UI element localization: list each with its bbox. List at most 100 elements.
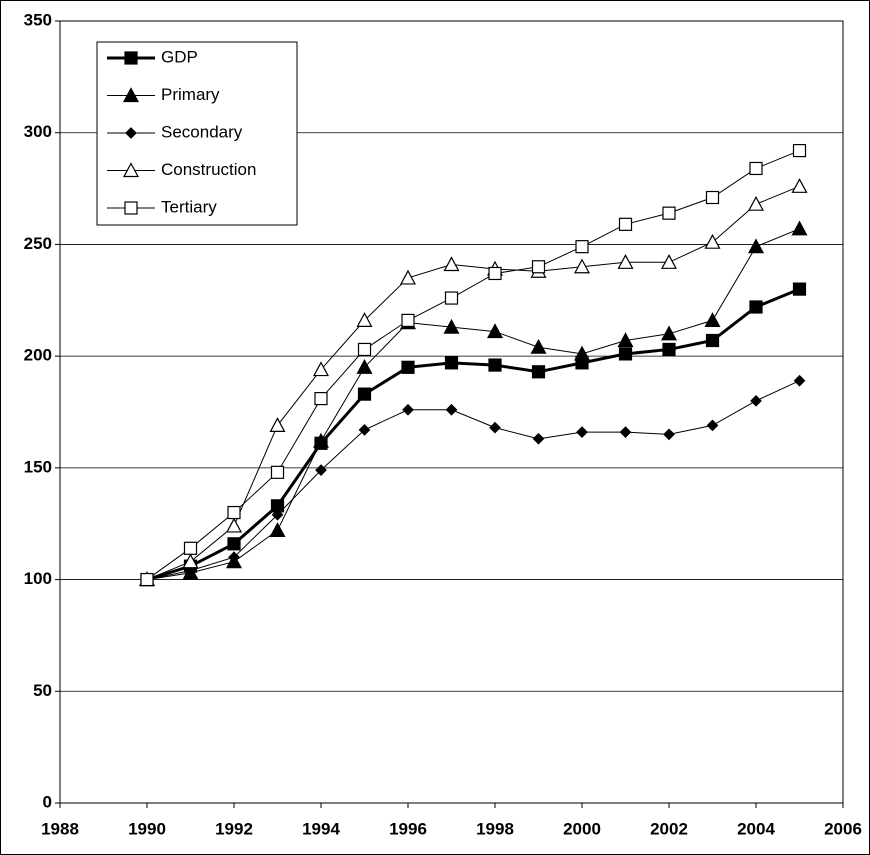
marker [401, 313, 415, 327]
marker [662, 342, 676, 357]
marker [660, 325, 678, 341]
marker [573, 258, 591, 274]
marker [228, 551, 240, 564]
y-tick-label: 0 [43, 792, 52, 811]
x-tick-label: 2000 [563, 819, 601, 838]
marker [749, 161, 763, 176]
marker [444, 291, 459, 305]
marker [270, 465, 285, 479]
marker [124, 51, 138, 65]
marker [532, 432, 545, 445]
marker [792, 282, 807, 296]
marker [531, 260, 546, 274]
x-tick-label: 1998 [476, 819, 514, 838]
marker [356, 312, 373, 327]
marker [489, 421, 501, 434]
marker [530, 338, 547, 354]
marker [791, 220, 808, 236]
y-tick-label: 50 [33, 681, 52, 700]
marker [663, 428, 675, 441]
marker [573, 345, 591, 361]
marker [488, 266, 502, 281]
marker [791, 178, 808, 193]
x-tick-label: 2002 [650, 819, 688, 838]
x-tick-label: 1994 [302, 819, 340, 838]
marker [531, 365, 546, 379]
series [140, 143, 807, 587]
plot-area [59, 20, 844, 804]
marker [312, 361, 330, 377]
marker [618, 347, 633, 361]
marker [401, 360, 415, 374]
y-tick-label: 350 [24, 10, 52, 29]
marker [124, 201, 138, 215]
x-tick-label: 1988 [41, 819, 79, 838]
marker [705, 333, 720, 348]
marker [617, 254, 634, 269]
x-tick-label: 1992 [215, 819, 253, 838]
marker [617, 332, 634, 348]
series [138, 178, 808, 587]
y-tick-label: 250 [24, 234, 52, 253]
legend-label: Primary [161, 85, 220, 104]
marker [704, 312, 721, 327]
line [146, 150, 800, 580]
y-tick-label: 200 [24, 346, 52, 365]
marker [122, 162, 140, 178]
marker [575, 240, 589, 254]
x-tick-label: 1996 [389, 819, 427, 838]
marker [749, 300, 763, 314]
marker [792, 143, 807, 158]
marker [358, 424, 371, 436]
series [140, 282, 807, 587]
marker [271, 508, 284, 521]
marker [357, 387, 372, 401]
marker [444, 356, 459, 370]
marker [402, 403, 414, 416]
marker [706, 419, 719, 432]
y-tick-label: 150 [24, 457, 52, 476]
marker [269, 417, 286, 433]
marker [704, 233, 721, 249]
marker [662, 206, 676, 220]
marker [793, 374, 806, 387]
legend-label: Construction [161, 160, 256, 179]
marker [183, 541, 198, 555]
marker [225, 517, 243, 533]
x-tick-label: 1990 [128, 819, 166, 838]
marker [312, 432, 330, 448]
marker [315, 464, 327, 476]
marker [314, 391, 328, 406]
marker [576, 426, 588, 438]
line [146, 380, 800, 581]
x-tick-label: 2004 [737, 819, 775, 838]
y-tick-label: 100 [24, 569, 52, 588]
marker [445, 403, 458, 416]
marker [357, 342, 372, 357]
line [146, 228, 800, 581]
marker [399, 269, 417, 285]
marker [750, 394, 762, 407]
marker [443, 318, 460, 334]
marker [747, 195, 765, 211]
marker [705, 190, 720, 205]
legend-label: Secondary [161, 122, 243, 141]
marker [227, 505, 241, 520]
marker [488, 358, 502, 372]
series [141, 374, 806, 586]
marker [140, 572, 154, 587]
marker [356, 359, 373, 374]
marker [486, 323, 504, 339]
marker [619, 426, 632, 438]
legend-label: Tertiary [161, 197, 217, 216]
marker [182, 553, 199, 569]
y-tick-label: 300 [24, 122, 52, 141]
marker [618, 217, 633, 231]
marker [269, 522, 286, 538]
marker [125, 127, 137, 139]
marker [443, 256, 460, 272]
x-tick-label: 2006 [824, 819, 862, 838]
line [146, 185, 800, 581]
legend: GDP Primary Secondary Construction Tertiary [96, 41, 298, 226]
